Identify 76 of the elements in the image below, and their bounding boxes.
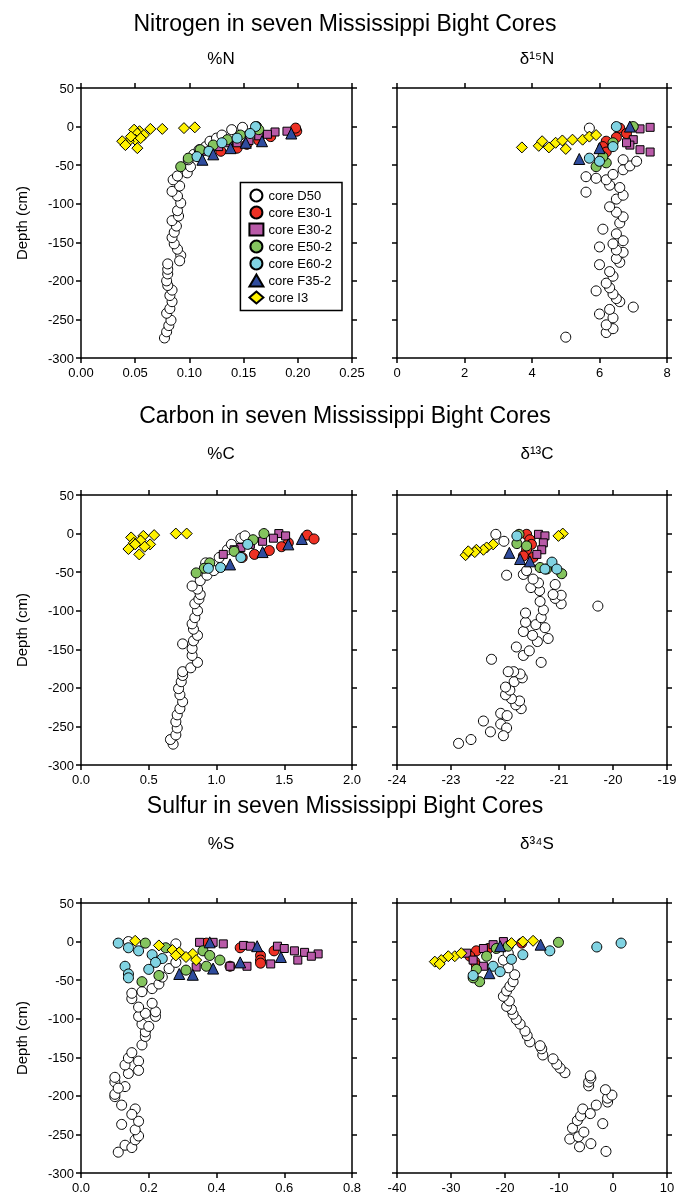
x-tick-label: 0.20: [285, 365, 311, 380]
x-tick-label: 0: [393, 365, 401, 380]
y-tick-label: -200: [47, 273, 74, 289]
y-tick-label: -250: [47, 1126, 74, 1142]
x-tick-label: 0.5: [139, 772, 158, 787]
y-tick-label: 50: [59, 80, 74, 96]
x-tick-label: 0.0: [71, 772, 91, 787]
x-tick-label: 2.0: [342, 772, 362, 787]
x-tick-label: 0.15: [230, 365, 257, 380]
x-tick-label: 0.05: [122, 365, 148, 380]
x-tick-label: -22: [495, 772, 515, 787]
chart-title: Sulfur in seven Mississippi Bight Cores: [146, 791, 544, 818]
legend-label: core I3: [268, 290, 309, 305]
chart-title: Nitrogen in seven Mississippi Bight Cores: [133, 9, 557, 36]
x-tick-label: -24: [387, 772, 407, 787]
legend-label: core D50: [268, 188, 322, 203]
x-tick-label: -40: [387, 1180, 407, 1195]
legend-label: core E30-1: [268, 205, 332, 220]
x-tick-label: 0.00: [68, 365, 94, 380]
x-tick-label: 6: [595, 365, 604, 380]
y-tick-label: 0: [66, 934, 74, 950]
x-tick-label: 0.25: [339, 365, 365, 380]
y-tick-label: -100: [47, 1011, 74, 1027]
y-tick-label: 50: [59, 895, 74, 911]
legend-label: core E60-2: [268, 256, 332, 271]
legend-label: core E50-2: [268, 239, 332, 254]
y-tick-label: -150: [47, 1049, 74, 1065]
y-tick-label: -150: [47, 641, 74, 657]
y-axis-title: Depth (cm): [13, 592, 30, 668]
y-tick-label: 0: [66, 526, 74, 542]
y-tick-label: -100: [47, 196, 74, 212]
x-tick-label: 0.6: [275, 1180, 294, 1195]
y-tick-label: 50: [59, 487, 74, 503]
y-tick-label: -300: [47, 757, 74, 773]
legend-label: core F35-2: [268, 273, 332, 288]
chart-subtitle: %C: [207, 444, 235, 463]
y-tick-label: 0: [66, 119, 74, 135]
x-tick-label: 10: [659, 1180, 675, 1195]
chart-subtitle: δ¹³C: [520, 444, 554, 463]
x-tick-label: -20: [495, 1180, 515, 1195]
chart-subtitle: %S: [207, 834, 235, 853]
y-tick-label: -200: [47, 1088, 74, 1104]
y-tick-label: -300: [47, 350, 74, 366]
y-tick-label: -50: [55, 157, 74, 173]
chart-subtitle: δ¹⁵N: [519, 49, 555, 68]
y-tick-label: -200: [47, 680, 74, 696]
x-tick-label: 1.5: [275, 772, 294, 787]
y-axis-title: Depth (cm): [13, 185, 30, 261]
legend-label: core E30-2: [268, 222, 332, 237]
x-tick-label: 2: [460, 365, 469, 380]
x-tick-label: -19: [657, 772, 677, 787]
chart-subtitle: %N: [207, 49, 235, 68]
x-tick-label: 1.0: [207, 772, 226, 787]
x-tick-label: 4: [528, 365, 536, 380]
chart-title: Carbon in seven Mississippi Bight Cores: [139, 401, 551, 428]
x-tick-label: -30: [441, 1180, 461, 1195]
x-tick-label: -21: [549, 772, 569, 787]
y-tick-label: -250: [47, 311, 74, 327]
x-tick-label: -10: [549, 1180, 569, 1195]
x-tick-label: 8: [663, 365, 671, 380]
x-tick-label: 0.10: [176, 365, 203, 380]
y-tick-label: -50: [55, 972, 74, 988]
y-tick-label: -100: [47, 603, 74, 619]
x-tick-label: 0: [609, 1180, 617, 1195]
chart-subtitle: δ³⁴S: [520, 834, 554, 853]
x-tick-label: 0.0: [71, 1180, 91, 1195]
x-tick-label: 0.4: [207, 1180, 226, 1195]
y-tick-label: -150: [47, 234, 74, 250]
x-tick-label: 0.8: [342, 1180, 362, 1195]
y-tick-label: -50: [55, 564, 74, 580]
y-axis-title: Depth (cm): [13, 1000, 30, 1076]
y-tick-label: -300: [47, 1165, 74, 1181]
x-tick-label: -20: [603, 772, 623, 787]
x-tick-label: 0.2: [139, 1180, 158, 1195]
y-tick-label: -250: [47, 718, 74, 734]
x-tick-label: -23: [441, 772, 461, 787]
